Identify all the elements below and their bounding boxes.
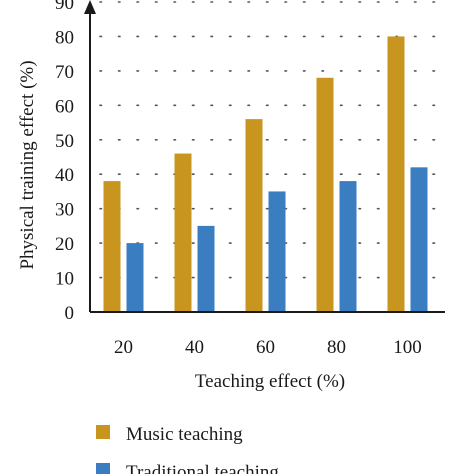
x-tick-label: 80 bbox=[327, 337, 346, 358]
x-tick-label: 40 bbox=[185, 337, 204, 358]
legend-label: Music teaching bbox=[126, 424, 243, 445]
y-axis-arrow-icon bbox=[84, 0, 96, 14]
gridlines bbox=[99, 1, 441, 279]
bar-traditional-teaching bbox=[126, 243, 144, 312]
y-tick-label: 60 bbox=[55, 96, 74, 117]
y-tick-label: 90 bbox=[55, 0, 74, 14]
legend-swatch bbox=[96, 463, 110, 474]
x-tick-labels: 20 40 60 80 100 bbox=[114, 337, 422, 358]
legend-swatch bbox=[96, 425, 110, 439]
y-axis-label: Physical training effect (%) bbox=[17, 60, 38, 269]
y-tick-label: 80 bbox=[55, 27, 74, 48]
bar-music-teaching bbox=[316, 77, 334, 313]
x-tick-label: 20 bbox=[114, 337, 133, 358]
bar-music-teaching bbox=[103, 181, 121, 312]
bar-traditional-teaching bbox=[339, 181, 357, 312]
y-tick-label: 50 bbox=[55, 131, 74, 152]
y-tick-label: 40 bbox=[55, 165, 74, 186]
y-tick-label: 10 bbox=[55, 269, 74, 290]
bar-traditional-teaching bbox=[197, 225, 215, 312]
y-tick-labels: 0 10 20 30 40 50 60 70 80 90 bbox=[55, 0, 74, 324]
x-axis-label: Teaching effect (%) bbox=[195, 371, 345, 392]
x-tick-label: 100 bbox=[393, 337, 422, 358]
bar-music-teaching bbox=[174, 153, 192, 312]
axes bbox=[84, 0, 445, 313]
bar-music-teaching bbox=[245, 119, 263, 312]
legend: Music teaching Traditional teaching bbox=[96, 424, 279, 474]
legend-label: Traditional teaching bbox=[126, 462, 279, 474]
y-tick-label: 20 bbox=[55, 234, 74, 255]
y-tick-label: 30 bbox=[55, 200, 74, 221]
x-tick-label: 60 bbox=[256, 337, 275, 358]
bars bbox=[103, 36, 428, 313]
bar-music-teaching bbox=[387, 36, 405, 312]
y-tick-label: 70 bbox=[55, 62, 74, 83]
bar-traditional-teaching bbox=[410, 167, 428, 312]
bar-traditional-teaching bbox=[268, 191, 286, 312]
y-tick-label: 0 bbox=[65, 303, 75, 324]
